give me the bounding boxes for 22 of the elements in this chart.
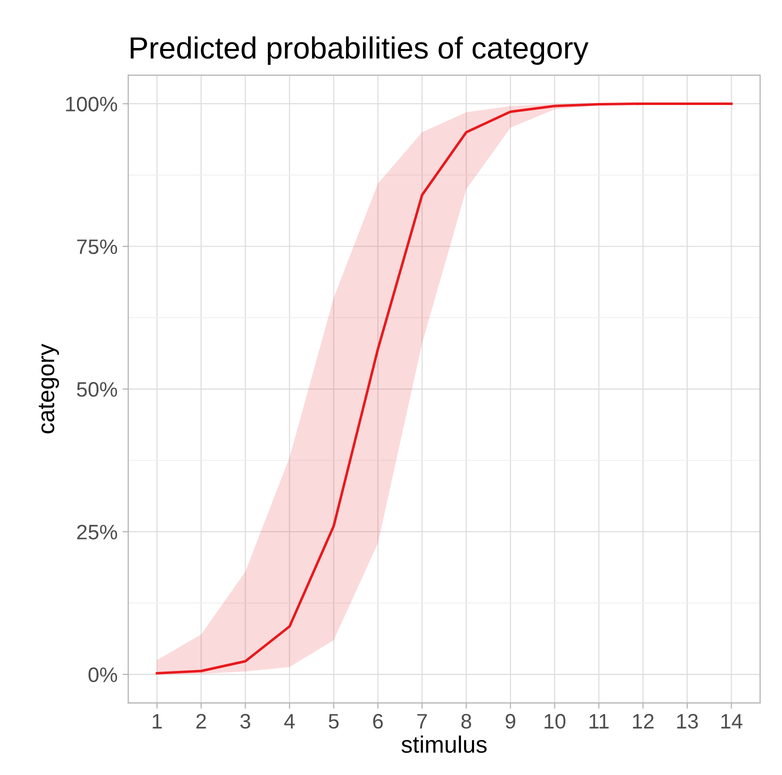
chart-title: Predicted probabilities of category <box>130 36 588 65</box>
x-tick-label: 9 <box>506 714 516 729</box>
x-tick-label: 3 <box>240 714 250 729</box>
x-tick-label: 5 <box>328 714 339 729</box>
y-axis-title: category <box>38 344 59 434</box>
x-tick-label: 14 <box>721 714 742 728</box>
x-tick-label: 1 <box>152 714 162 728</box>
y-tick-label: 25% <box>77 524 118 540</box>
y-tick-label: 0% <box>88 667 118 682</box>
x-tick-label: 8 <box>461 714 472 729</box>
x-tick-label: 4 <box>284 714 295 728</box>
x-tick-label: 11 <box>590 714 609 728</box>
y-tick-label: 50% <box>76 382 118 397</box>
y-tick-label: 75% <box>77 239 118 254</box>
x-tick-label: 7 <box>417 714 427 728</box>
x-tick-label: 13 <box>677 714 698 729</box>
x-tick-label: 10 <box>544 714 566 729</box>
x-axis-title: stimulus <box>402 736 487 753</box>
y-tick-label: 100% <box>66 96 118 112</box>
x-tick-label: 6 <box>373 714 383 729</box>
x-tick-label: 12 <box>633 714 654 728</box>
x-tick-label: 2 <box>196 714 206 728</box>
